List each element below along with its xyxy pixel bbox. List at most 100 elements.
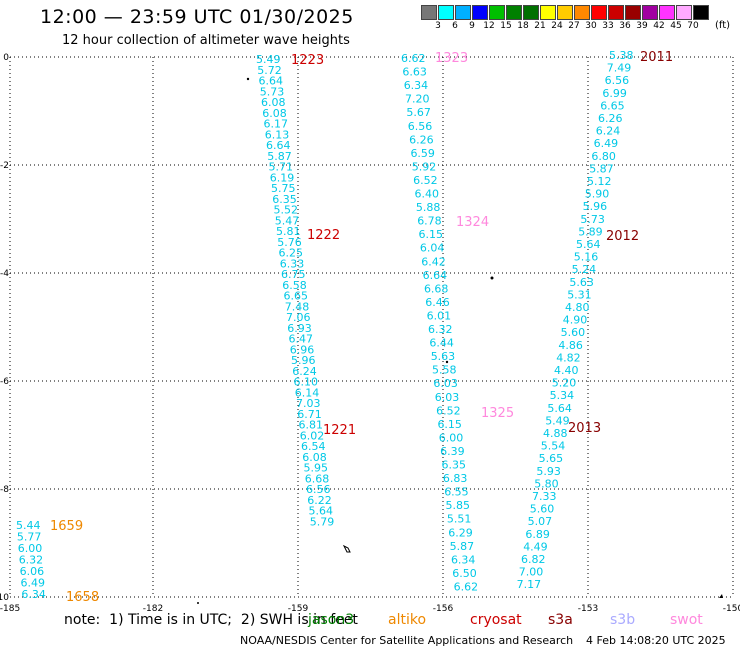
wave-height-value: 4.90	[563, 314, 588, 327]
wave-height-value: 6.01	[427, 309, 452, 322]
wave-height-value: 6.08	[262, 107, 287, 120]
wave-height-value: 6.32	[19, 554, 44, 567]
wave-height-value: 6.64	[423, 269, 448, 282]
island-dot	[197, 602, 199, 604]
wave-height-value: 6.62	[454, 580, 479, 593]
wave-height-value: 5.47	[275, 214, 300, 227]
wave-height-value: 6.58	[282, 279, 307, 292]
y-tick-label: -2	[0, 161, 9, 171]
wave-height-value: 5.52	[274, 204, 299, 217]
wave-height-value: 6.03	[435, 391, 460, 404]
color-legend-unit: (ft)	[715, 20, 731, 31]
pass-label: 1323	[435, 51, 468, 66]
wave-height-value: 5.73	[260, 85, 285, 98]
wave-height-value: 6.00	[18, 542, 43, 555]
wave-height-value: 7.17	[517, 578, 542, 591]
legend-swatch	[608, 5, 624, 20]
pass-label: 1324	[456, 215, 489, 230]
legend-label: 12	[483, 21, 495, 31]
wave-height-value: 5.87	[450, 540, 475, 553]
wave-height-value: 5.75	[271, 182, 296, 195]
pass-label: 1325	[481, 406, 514, 421]
wave-height-value: 6.02	[300, 429, 325, 442]
wave-height-value: 5.72	[257, 64, 282, 77]
wave-height-value: 5.64	[547, 402, 572, 415]
wave-height-value: 5.24	[572, 263, 597, 276]
wave-height-value: 4.86	[558, 339, 583, 352]
wave-height-value: 5.95	[304, 462, 329, 475]
footer-timestamp: 4 Feb 14:08:20 UTC 2025	[586, 634, 726, 647]
legend-label: 6	[452, 21, 458, 31]
island-shape	[342, 544, 351, 553]
island-shape	[719, 594, 723, 598]
wave-height-value: 6.22	[307, 494, 332, 507]
wave-height-value: 5.64	[309, 505, 334, 518]
wave-height-value: 5.49	[256, 53, 281, 66]
wave-height-value: 6.42	[421, 255, 446, 268]
wave-height-value: 5.60	[530, 503, 555, 516]
wave-height-value: 6.46	[425, 296, 450, 309]
legend-label: 27	[568, 21, 580, 31]
wave-height-value: 5.81	[276, 225, 301, 238]
legend-label: 70	[687, 21, 699, 31]
wave-height-value: 6.39	[440, 445, 465, 458]
wave-height-value: 6.25	[279, 247, 304, 260]
legend-label: 18	[517, 21, 529, 31]
legend-swatch	[557, 5, 573, 20]
wave-height-value: 6.89	[525, 528, 550, 541]
wave-height-value: 5.65	[539, 452, 564, 465]
y-tick-label: -6	[0, 377, 9, 387]
wave-height-value: 7.20	[405, 93, 430, 106]
wave-height-value: 5.16	[574, 251, 599, 264]
pass-label: 1223	[291, 53, 324, 68]
wave-height-value: 5.80	[534, 477, 559, 490]
wave-height-value: 6.24	[596, 125, 621, 138]
y-tick-label: -10	[0, 593, 9, 603]
legend-swatch	[659, 5, 675, 20]
wave-height-value: 6.80	[591, 150, 616, 163]
wave-height-value: 5.87	[267, 150, 292, 163]
wave-height-value: 5.88	[416, 201, 441, 214]
wave-height-value: 5.85	[446, 499, 471, 512]
wave-height-value: 6.04	[420, 242, 445, 255]
legend-swatch	[438, 5, 454, 20]
axis-ticks: -185 -182 -159 -156 -153 -150 0 -2 -4 -6 -8 -10	[0, 53, 740, 614]
pass-label: 1658	[66, 590, 99, 605]
wave-height-value: 6.59	[410, 147, 435, 160]
wave-height-value: 5.58	[432, 364, 457, 377]
wave-height-value: 5.51	[447, 513, 472, 526]
wave-height-value: 6.65	[600, 99, 625, 112]
wave-height-value: 6.15	[419, 228, 444, 241]
legend-swatch	[642, 5, 658, 20]
x-tick-label: -159	[288, 604, 309, 614]
wave-height-value: 6.35	[442, 459, 467, 472]
wave-height-value: 5.07	[528, 515, 553, 528]
satellite-legend-item: swot	[670, 612, 703, 628]
wave-height-value: 6.78	[417, 215, 442, 228]
wave-height-value: 6.56	[306, 483, 331, 496]
wave-height-value: 5.49	[545, 414, 570, 427]
wave-height-value: 6.13	[265, 128, 290, 141]
wave-height-value: 6.35	[272, 193, 297, 206]
legend-swatch	[625, 5, 641, 20]
legend-swatch	[676, 5, 692, 20]
island-marks	[197, 77, 723, 604]
legend-label: 36	[619, 21, 631, 31]
legend-label: 45	[670, 21, 682, 31]
wave-height-value: 6.54	[301, 440, 326, 453]
wave-height-value: 6.49	[21, 577, 46, 590]
island-dot	[445, 360, 449, 364]
wave-height-value: 7.03	[296, 397, 321, 410]
pass-label: 2011	[640, 50, 673, 65]
wave-height-value: 5.12	[587, 175, 612, 188]
wave-height-value: 5.38	[609, 49, 634, 62]
wave-height-value: 5.20	[552, 377, 577, 390]
legend-swatch	[523, 5, 539, 20]
wave-height-value: 6.14	[295, 386, 320, 399]
wave-height-value: 6.52	[413, 174, 438, 187]
legend-label: 9	[469, 21, 475, 31]
wave-height-value: 5.44	[16, 519, 41, 532]
wave-height-value: 6.06	[20, 565, 44, 578]
satellite-legend-item: s3a	[548, 612, 573, 628]
legend-swatch	[574, 5, 590, 20]
